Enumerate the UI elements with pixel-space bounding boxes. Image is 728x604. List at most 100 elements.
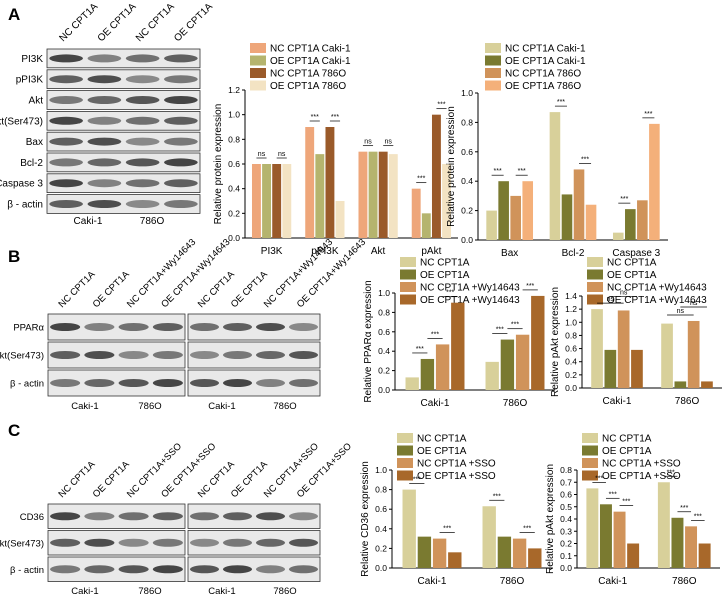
legend-label: OE CPT1A 786O — [270, 81, 346, 92]
y-tick-label: 0.6 — [461, 147, 473, 157]
band — [189, 379, 220, 387]
band — [84, 351, 115, 359]
bar — [315, 154, 325, 238]
bar — [402, 489, 416, 568]
y-axis-label: Relative CD36 expression — [360, 461, 371, 577]
band — [50, 323, 81, 331]
y-tick-label: 0.8 — [461, 117, 473, 127]
significance-label: *** — [620, 196, 628, 203]
group-label: 786O — [138, 586, 161, 597]
significance-label: *** — [526, 283, 534, 290]
y-tick-label: 1.4 — [565, 291, 577, 301]
bar — [671, 517, 684, 568]
band — [125, 158, 160, 167]
y-tick-label: 0.4 — [560, 514, 572, 524]
bar — [358, 151, 368, 238]
band — [118, 379, 149, 387]
bar — [498, 181, 509, 240]
legend-swatch — [587, 257, 603, 267]
legend-swatch — [485, 68, 501, 78]
y-tick-label: 1.0 — [378, 288, 390, 298]
bar — [631, 349, 643, 388]
bar — [549, 112, 561, 240]
significance-label: *** — [416, 346, 424, 353]
bar — [661, 323, 673, 388]
band — [84, 379, 115, 387]
legend-swatch — [582, 458, 598, 468]
panel-letter: A — [8, 5, 20, 24]
band — [222, 512, 253, 521]
significance-label: *** — [518, 168, 526, 175]
group-label: 786O — [138, 401, 161, 412]
legend-label: OE CPT1A — [607, 270, 657, 281]
bar — [561, 194, 573, 240]
band — [125, 116, 160, 125]
legend-swatch — [485, 43, 501, 53]
band — [164, 137, 198, 146]
band — [87, 116, 122, 125]
y-tick-label: 1.0 — [228, 110, 240, 120]
band — [222, 351, 253, 359]
band — [118, 351, 149, 359]
x-tick-label: PI3K — [261, 246, 283, 257]
band — [164, 116, 198, 125]
row-label: Akt — [29, 96, 44, 107]
bar — [657, 482, 670, 568]
legend-label: OE CPT1A 786O — [505, 81, 581, 92]
bar — [604, 349, 617, 388]
legend-swatch — [587, 294, 603, 305]
significance-label: *** — [446, 290, 454, 297]
band — [189, 538, 220, 547]
group-label: Caki-1 — [71, 586, 98, 597]
legend-swatch — [250, 68, 266, 78]
legend-label: OE CPT1A +SSO — [417, 471, 496, 482]
legend-label: OE CPT1A Caki-1 — [505, 56, 586, 67]
significance-label: ns — [258, 151, 266, 158]
legend-swatch — [250, 43, 266, 53]
significance-label: ns — [607, 296, 615, 303]
band — [152, 323, 183, 331]
band — [50, 565, 81, 574]
y-tick-label: 0.4 — [228, 184, 240, 194]
blot-frame — [46, 48, 201, 69]
band — [125, 137, 160, 146]
band — [84, 323, 115, 331]
y-tick-label: 0.4 — [461, 176, 473, 186]
x-tick-label: pPI3K — [311, 246, 339, 257]
y-axis-label: Relative pAkt expression — [545, 464, 556, 574]
bar — [687, 320, 700, 388]
row-label: pPI3K — [16, 75, 44, 86]
band — [288, 323, 319, 331]
band — [288, 538, 319, 547]
bar — [448, 552, 462, 568]
legend-swatch — [397, 470, 413, 481]
band — [152, 512, 183, 521]
band — [125, 96, 160, 104]
band — [255, 379, 286, 387]
band — [49, 75, 83, 84]
legend-swatch — [485, 80, 501, 91]
column-label: NC CPT1A+SSO — [262, 441, 321, 500]
x-tick-label: Bcl-2 — [562, 248, 585, 259]
legend-swatch — [397, 445, 413, 456]
band — [84, 512, 115, 521]
group-label: Caki-1 — [208, 586, 235, 597]
band — [125, 179, 160, 188]
bar — [431, 114, 441, 238]
bar — [586, 488, 599, 568]
significance-label: *** — [523, 526, 531, 533]
band — [87, 75, 122, 84]
bar — [512, 538, 527, 568]
band — [152, 351, 183, 359]
y-tick-label: 0.2 — [461, 206, 473, 216]
y-tick-label: 0.2 — [378, 366, 390, 376]
band — [189, 565, 220, 574]
significance-label: *** — [667, 469, 675, 476]
significance-label: *** — [680, 505, 688, 512]
bar — [335, 201, 345, 238]
y-tick-label: 0.8 — [378, 307, 390, 317]
legend-swatch — [582, 445, 598, 456]
bar — [698, 543, 711, 568]
y-tick-label: 0.0 — [560, 563, 572, 573]
